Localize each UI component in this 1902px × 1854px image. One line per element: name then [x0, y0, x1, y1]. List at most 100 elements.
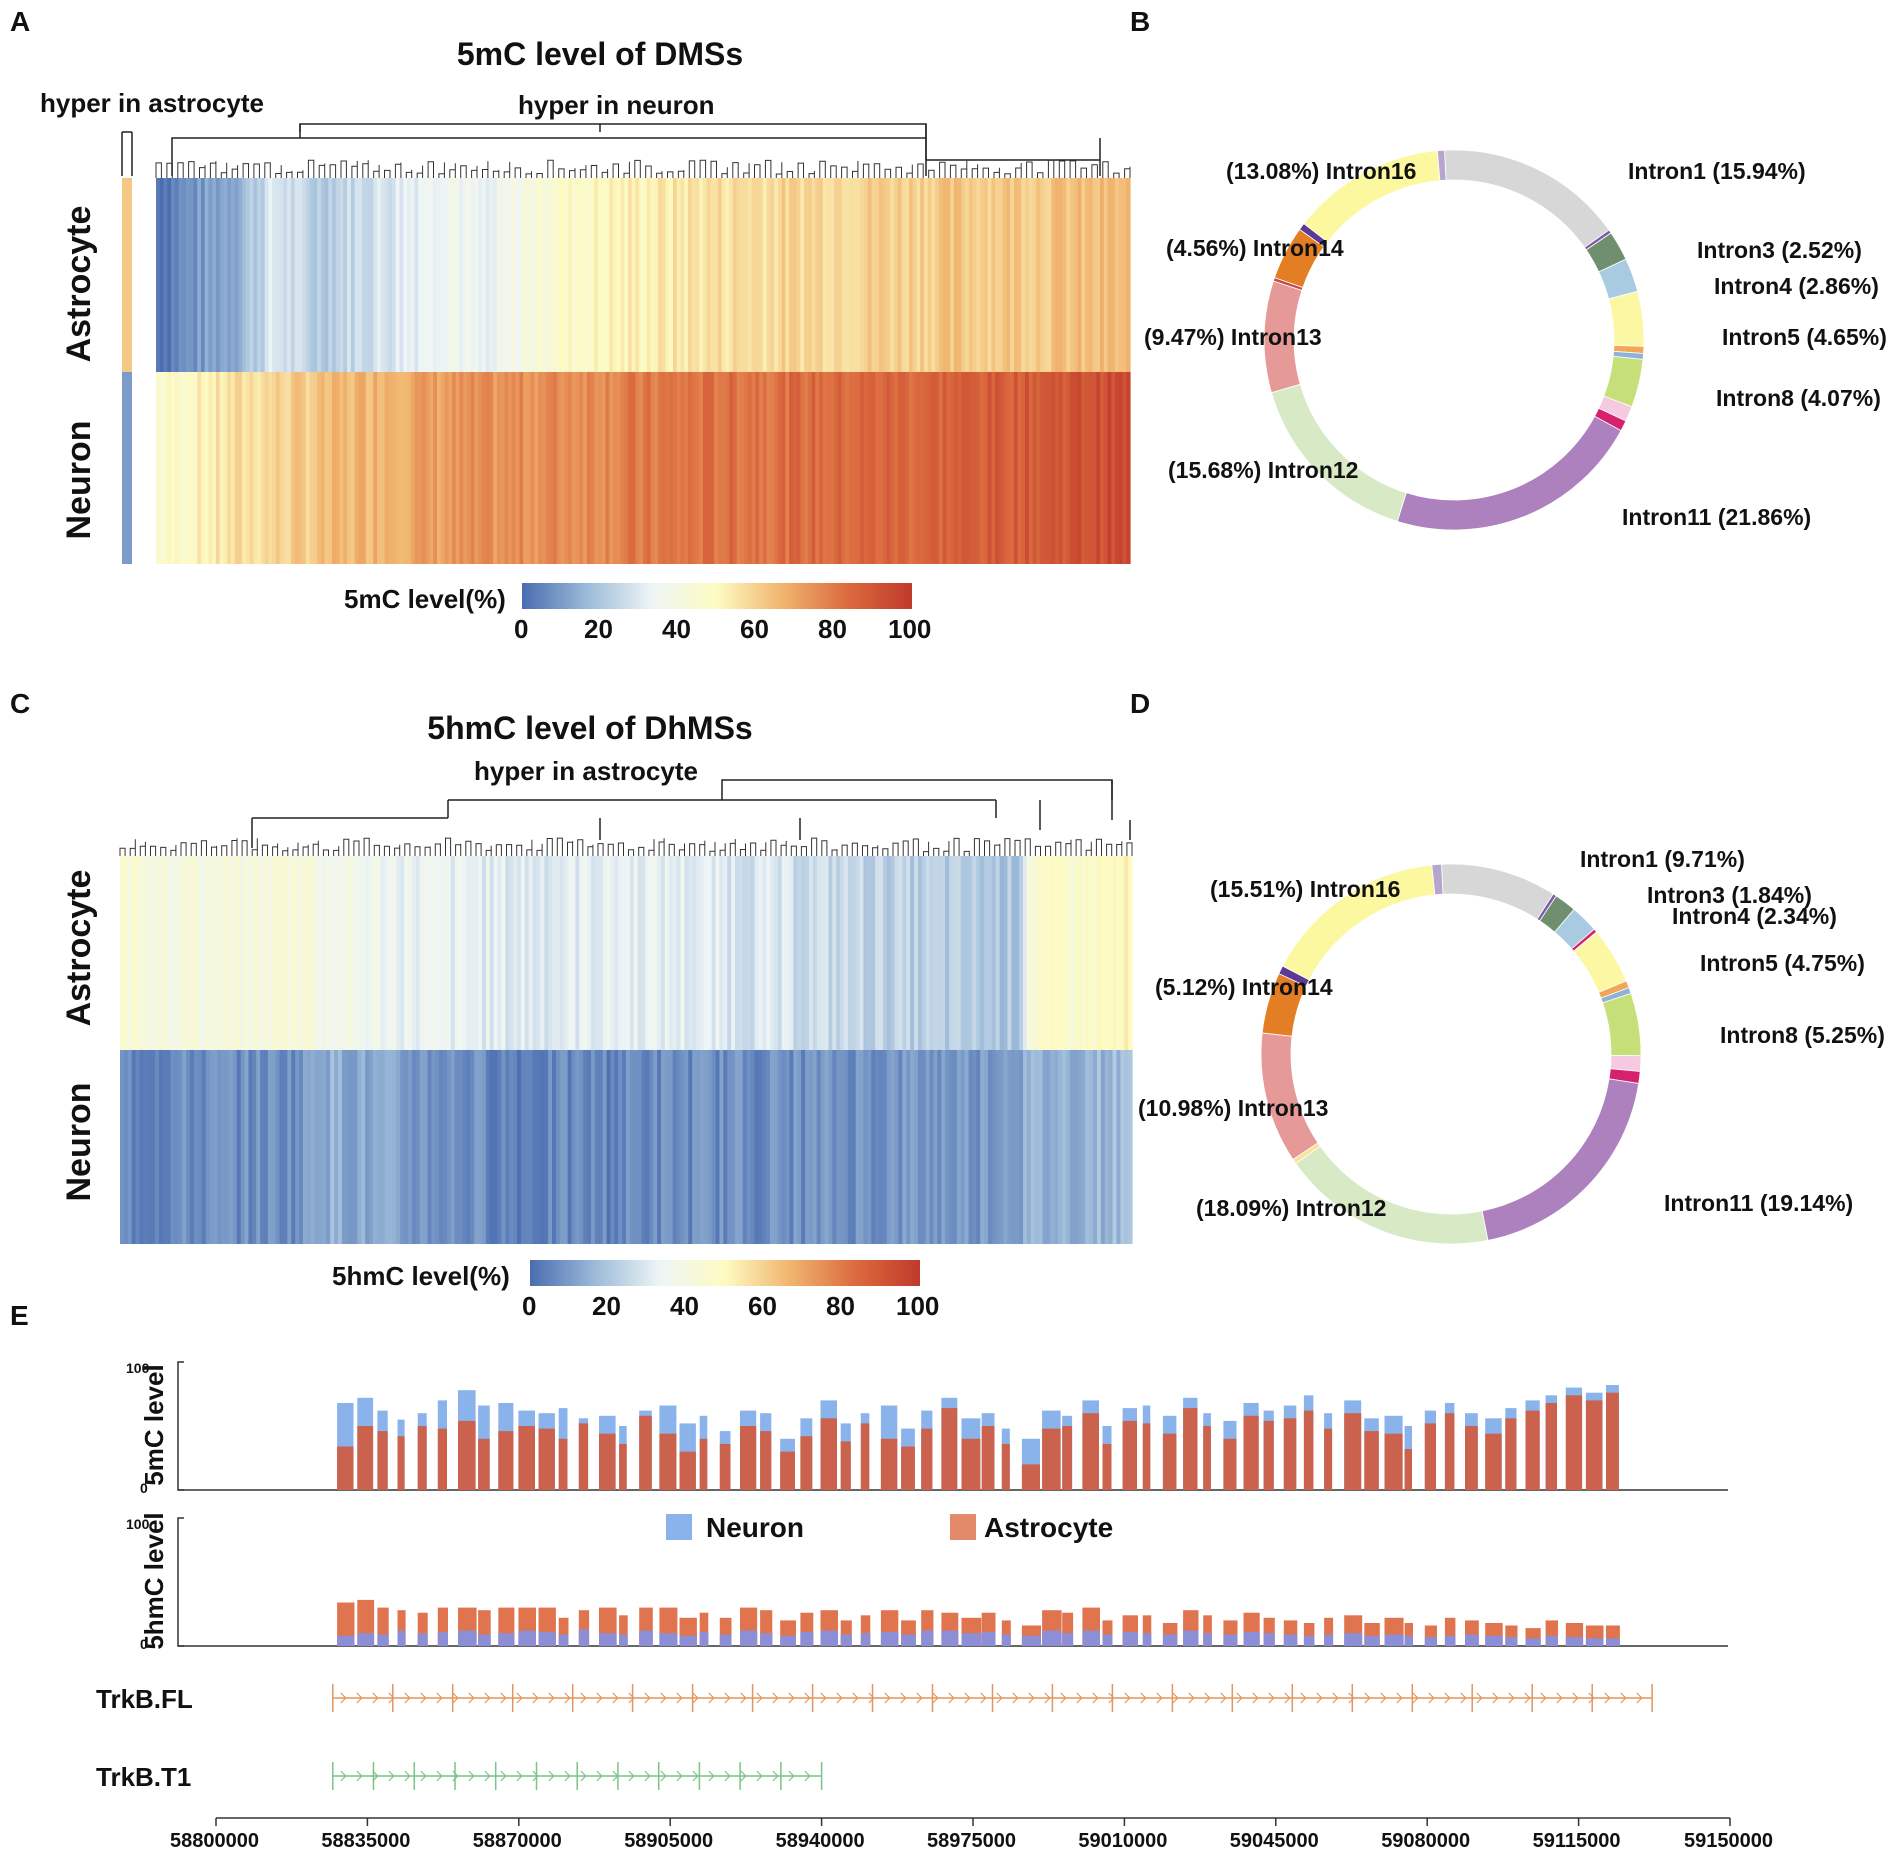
heatmap-c-astrocyte-cell — [762, 856, 767, 1050]
colorbar-tick-label: 40 — [670, 1291, 699, 1321]
transcript-strand-arrow — [660, 1770, 667, 1782]
heatmap-c-astrocyte-cell — [1069, 856, 1075, 1050]
bar-5mc-astrocyte — [1344, 1413, 1362, 1490]
heatmap-c-astrocyte-cell — [699, 856, 705, 1050]
bar-5mc-astrocyte — [1082, 1413, 1099, 1490]
heatmap-a-neuron-cell — [545, 372, 550, 564]
heatmap-a-neuron-cell — [174, 372, 180, 564]
heatmap-a-neuron-cell — [980, 372, 985, 564]
heatmap-c-astrocyte-cell — [404, 856, 409, 1050]
transcript-strand-arrow — [1428, 1692, 1435, 1704]
x-tick-label: 59045000 — [1229, 1830, 1319, 1852]
heatmap-c-neuron-cell — [750, 1050, 756, 1244]
heatmap-c-astrocyte-cell — [158, 856, 164, 1050]
heatmap-a-neuron-cell — [553, 372, 558, 564]
bar-5hmc-neuron — [1263, 1633, 1275, 1646]
bar-5mc-astrocyte — [1001, 1443, 1010, 1490]
heatmap-a-astrocyte-cell — [601, 178, 607, 372]
heatmap-c-astrocyte-cell — [715, 856, 721, 1050]
heatmap-c-astrocyte-cell — [941, 856, 946, 1050]
heatmap-a-neuron-cell — [867, 372, 873, 564]
heatmap-c-astrocyte-cell — [910, 856, 915, 1050]
heatmap-c-neuron-cell — [921, 1050, 927, 1244]
donut-slice — [1481, 1078, 1640, 1241]
heatmap-c-astrocyte-cell — [497, 856, 503, 1050]
heatmap-a-astrocyte-cell — [380, 178, 386, 372]
heatmap-c-astrocyte-cell — [583, 856, 588, 1050]
heatmap-a-neuron-cell — [1028, 372, 1034, 564]
bar-5hmc-astrocyte — [558, 1617, 569, 1646]
heatmap-c-astrocyte-cell — [392, 856, 397, 1050]
heatmap-c-neuron-cell — [524, 1050, 530, 1244]
heatmap-c-astrocyte-cell — [341, 856, 347, 1050]
heatmap-c-neuron-cell — [450, 1050, 456, 1244]
heatmap-a-neuron-cell — [586, 372, 592, 564]
heatmap-c-astrocyte-cell — [162, 856, 168, 1050]
heatmap-c-neuron-cell — [131, 1050, 137, 1244]
heatmap-a-astrocyte-cell — [927, 178, 933, 372]
heatmap-c-neuron-cell — [166, 1050, 172, 1244]
heatmap-c-neuron-cell — [540, 1050, 545, 1244]
heatmap-a-astrocyte-cell — [1081, 178, 1086, 372]
heatmap-c-astrocyte-cell — [898, 856, 903, 1050]
heatmap-c-neuron-cell — [840, 1050, 845, 1244]
heatmap-c-astrocyte-cell — [731, 856, 736, 1050]
heatmap-a-astrocyte-cell — [234, 178, 240, 372]
bar-5mc-astrocyte — [1183, 1408, 1198, 1490]
heatmap-a-title: 5mC level of DMSs — [456, 36, 744, 72]
heatmap-c-neuron-cell — [474, 1050, 479, 1244]
heatmap-a-neuron-cell — [762, 372, 768, 564]
heatmap-a-neuron-cell — [654, 372, 659, 564]
heatmap-a-neuron-cell — [800, 372, 805, 564]
heatmap-a-neuron-cell — [1066, 372, 1071, 564]
heatmap-a-astrocyte-cell — [942, 178, 948, 372]
heatmap-a-neuron-cell — [425, 372, 431, 564]
heatmap-a-neuron-cell — [714, 372, 719, 564]
heatmap-a-astrocyte-cell — [747, 178, 753, 372]
heatmap-a-astrocyte-cell — [991, 178, 996, 372]
heatmap-c-neuron-cell — [917, 1050, 923, 1244]
heatmap-c-neuron-cell — [836, 1050, 841, 1244]
heatmap-c-astrocyte-cell — [376, 856, 382, 1050]
heatmap-c-neuron-cell — [330, 1050, 335, 1244]
heatmap-a-neuron-cell — [1092, 372, 1097, 564]
heatmap-a-neuron-cell — [751, 372, 756, 564]
heatmap-c-astrocyte-cell — [349, 856, 355, 1050]
heatmap-c-astrocyte-cell — [264, 856, 269, 1050]
heatmap-a-neuron-cell — [200, 372, 206, 564]
heatmap-c-neuron-cell — [147, 1050, 152, 1244]
heatmap-a-neuron-cell — [635, 372, 640, 564]
heatmap-a-neuron-cell — [961, 372, 966, 564]
heatmap-c-astrocyte-cell — [984, 856, 989, 1050]
group-label-hyper-neuron: hyper in neuron — [518, 90, 715, 120]
heatmap-a-neuron-cell — [1085, 372, 1090, 564]
heatmap-c-astrocyte-cell — [836, 856, 841, 1050]
heatmap-c-astrocyte-cell — [552, 856, 557, 1050]
colorbar-c — [530, 1260, 920, 1286]
heatmap-a-neuron-cell — [459, 372, 464, 564]
row-label-astrocyte-c: Astrocyte — [60, 869, 98, 1027]
heatmap-c-neuron-cell — [400, 1050, 405, 1244]
heatmap-c-neuron-cell — [369, 1050, 374, 1244]
bar-5hmc-neuron — [478, 1634, 491, 1646]
heatmap-c-astrocyte-cell — [956, 856, 962, 1050]
heatmap-a-neuron-cell — [182, 372, 187, 564]
heatmap-a-neuron-cell — [1111, 372, 1116, 564]
heatmap-c-neuron-cell — [890, 1050, 896, 1244]
heatmap-c-neuron-cell — [291, 1050, 296, 1244]
heatmap-a-astrocyte-cell — [605, 178, 610, 372]
heatmap-c-neuron-cell — [641, 1050, 647, 1244]
transcript-strand-arrow — [1348, 1692, 1355, 1704]
bar-5mc-astrocyte — [961, 1438, 981, 1490]
heatmap-a-neuron-cell — [594, 372, 599, 564]
heatmap-a-neuron-cell — [1115, 372, 1120, 564]
transcript-strand-arrow — [1524, 1692, 1531, 1704]
heatmap-a-neuron-cell — [444, 372, 449, 564]
transcript-strand-arrow — [1620, 1692, 1627, 1704]
heatmap-c-neuron-cell — [563, 1050, 569, 1244]
heatmap-c-astrocyte-cell — [789, 856, 794, 1050]
transcript-strand-arrow — [676, 1770, 683, 1782]
heatmap-a-astrocyte-cell — [789, 178, 794, 372]
heatmap-a-neuron-cell — [1103, 372, 1109, 564]
heatmap-c-neuron-cell — [972, 1050, 977, 1244]
